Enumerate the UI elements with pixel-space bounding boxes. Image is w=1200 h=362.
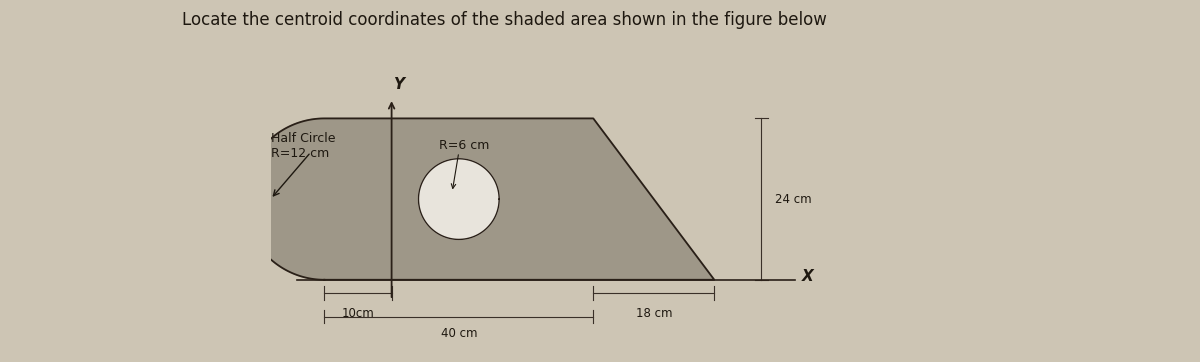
- Text: Locate the centroid coordinates of the shaded area shown in the figure below: Locate the centroid coordinates of the s…: [181, 11, 827, 29]
- Text: Half Circle
R=12 cm: Half Circle R=12 cm: [270, 132, 335, 160]
- Polygon shape: [244, 118, 714, 280]
- Text: 24 cm: 24 cm: [775, 193, 811, 206]
- Text: R=6 cm: R=6 cm: [439, 139, 490, 152]
- Text: 10cm: 10cm: [342, 307, 374, 320]
- Text: X: X: [802, 269, 814, 284]
- Circle shape: [419, 159, 499, 239]
- Text: 18 cm: 18 cm: [636, 307, 672, 320]
- Text: 40 cm: 40 cm: [440, 327, 478, 340]
- Text: Y: Y: [392, 76, 404, 92]
